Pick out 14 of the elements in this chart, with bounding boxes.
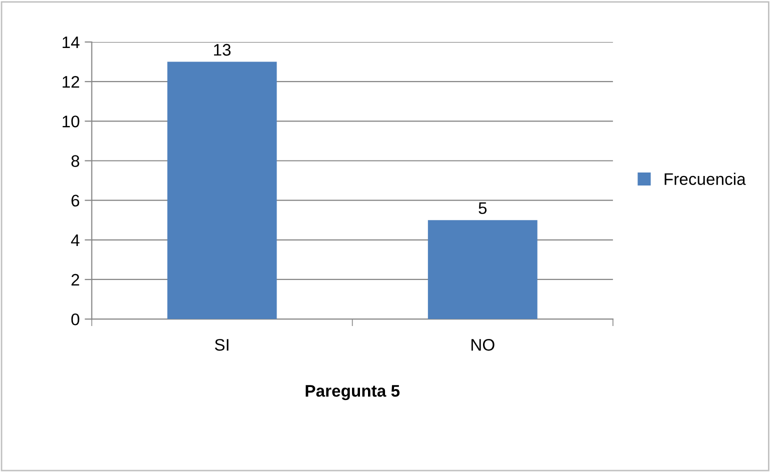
x-tick-label: SI [214, 338, 228, 351]
y-tick-label: 12 [62, 76, 80, 88]
x-axis-title: Paregunta 5 [306, 385, 400, 400]
x-tick-label: NO [472, 338, 494, 351]
y-tick-label: 14 [62, 36, 80, 48]
y-tick-label: 4 [71, 234, 80, 246]
data-label: 13 [214, 44, 231, 56]
data-label: 5 [478, 202, 487, 214]
y-tick-label: 2 [72, 274, 80, 286]
y-tick-label: 8 [71, 155, 80, 167]
legend-label: Frecuencia [664, 172, 746, 186]
y-tick-label: 10 [62, 116, 80, 128]
y-tick-label: 6 [72, 194, 80, 207]
y-tick-label: 0 [71, 313, 80, 326]
